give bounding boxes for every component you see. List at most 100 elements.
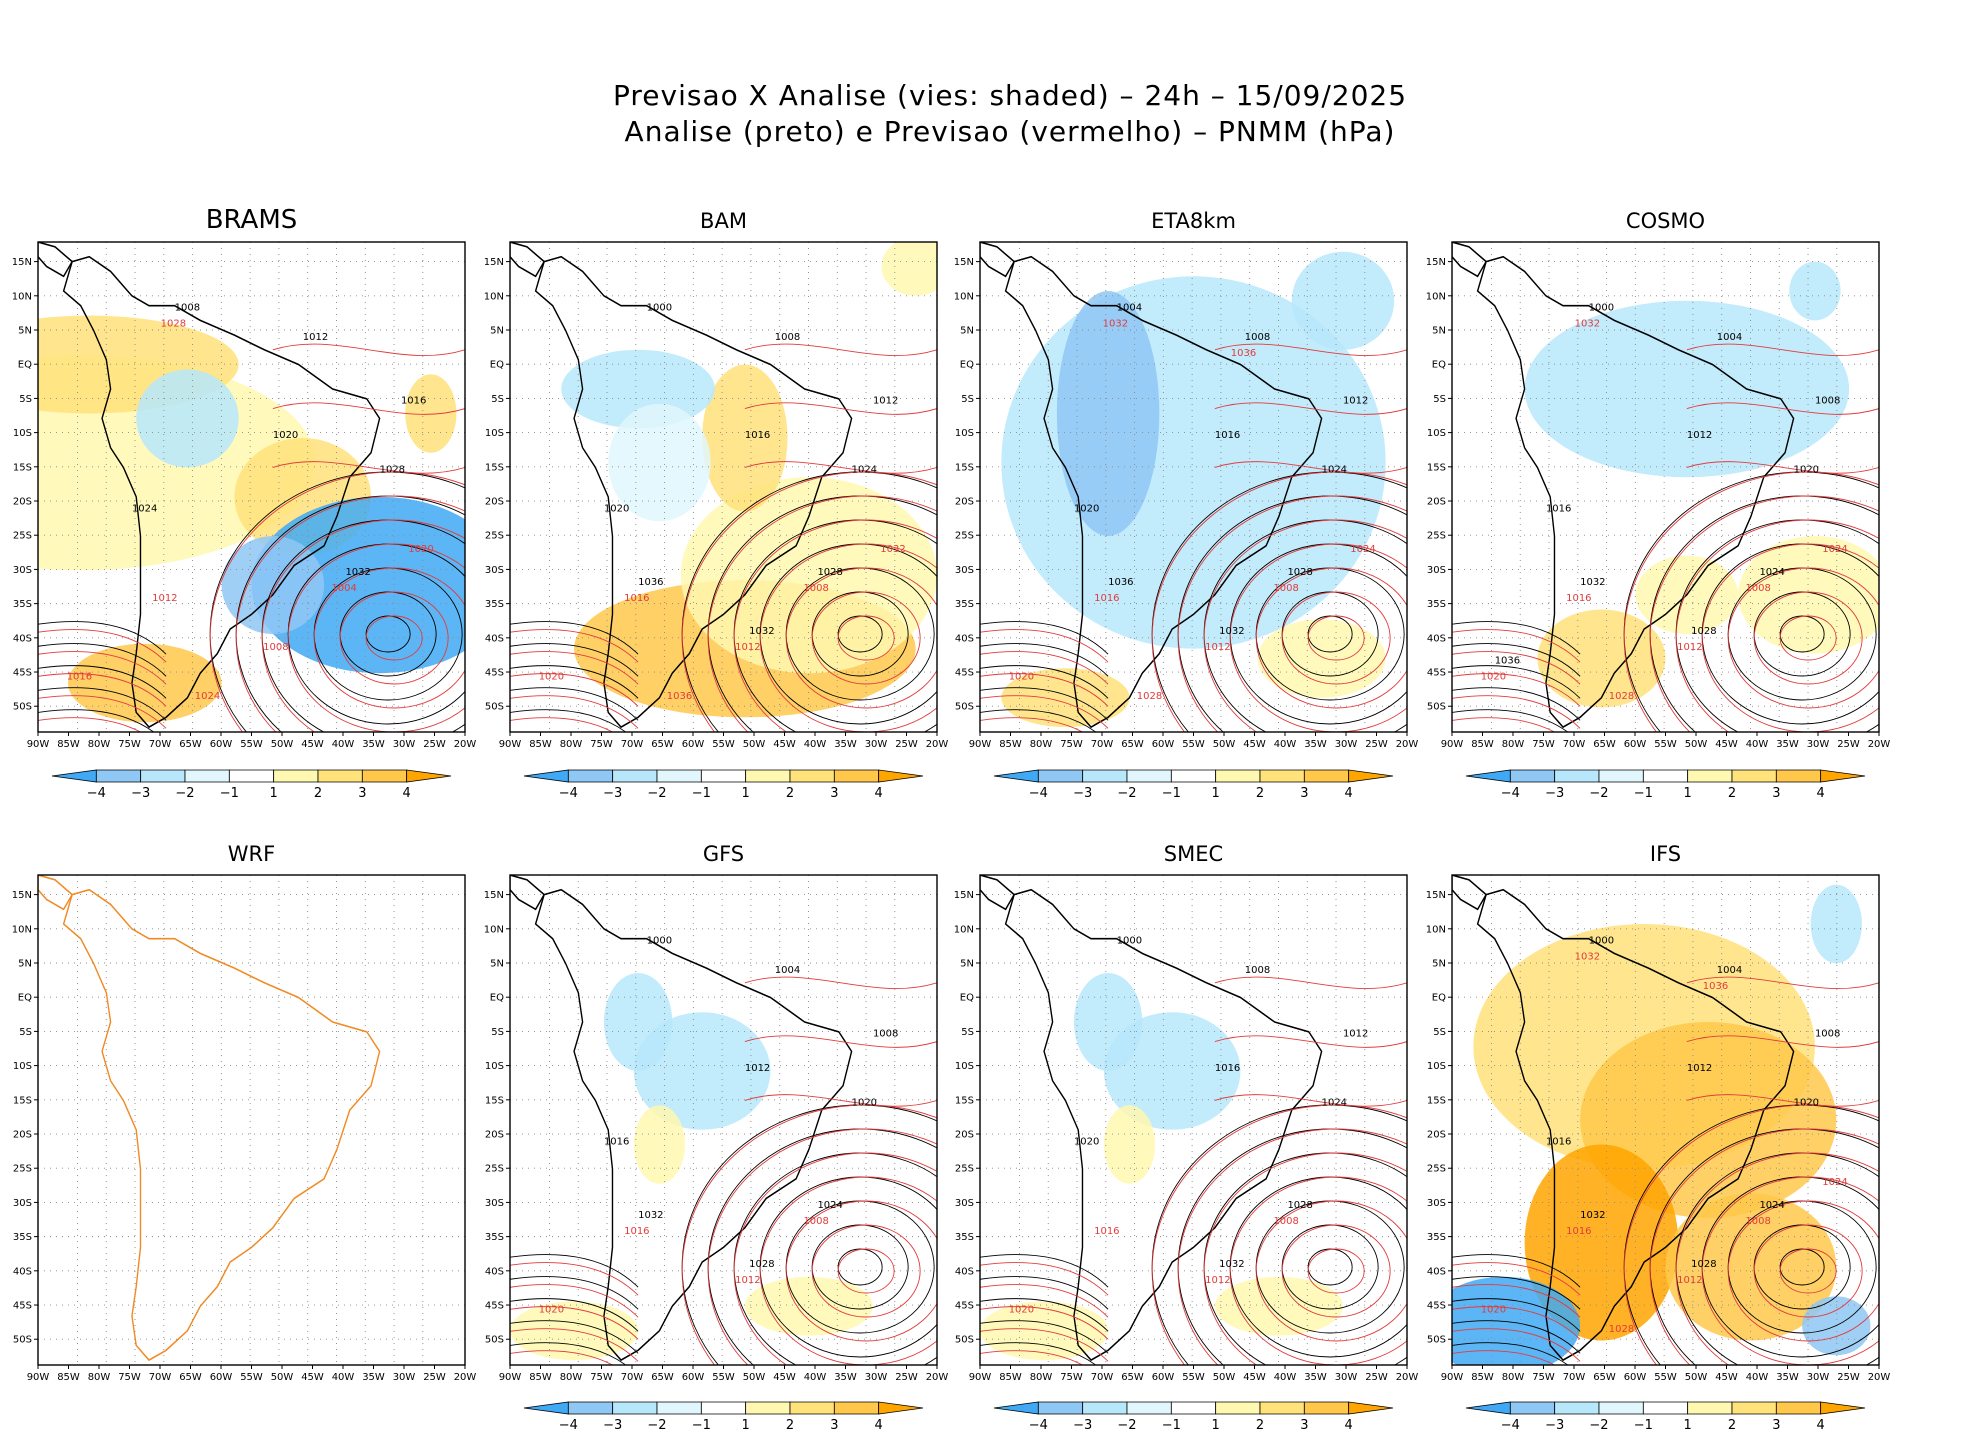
analysis-contour-label: 1008 — [175, 303, 200, 314]
y-tick-label: 15S — [955, 462, 974, 473]
forecast-contour-label: 1020 — [539, 1304, 564, 1315]
analysis-contour-label: 1016 — [1546, 1137, 1571, 1148]
y-tick-label: 10S — [485, 428, 504, 439]
analysis-isobar — [980, 1320, 1109, 1354]
colorbar-segment — [1082, 769, 1128, 783]
x-tick-label: 65W — [1121, 739, 1144, 750]
forecast-contour-label: 1012 — [735, 642, 760, 653]
x-tick-label: 55W — [1654, 739, 1677, 750]
y-tick-label: 35S — [485, 599, 504, 610]
y-tick-label: 50S — [13, 1335, 32, 1346]
analysis-contour-label: 1008 — [1815, 1029, 1840, 1040]
forecast-isobar — [510, 1262, 639, 1296]
x-tick-label: 60W — [210, 739, 233, 750]
colorbar-label: −2 — [1589, 786, 1608, 801]
y-tick-label: 10S — [1427, 428, 1446, 439]
analysis-contour-label: 1032 — [1219, 1259, 1244, 1270]
forecast-isobar — [1675, 519, 1879, 732]
forecast-isobar — [1151, 1104, 1407, 1365]
colorbar-segment — [184, 769, 230, 783]
colorbar-label: −3 — [1545, 1418, 1564, 1433]
colorbar-label: 4 — [1345, 1418, 1353, 1433]
forecast-contour-label: 1028 — [1609, 1324, 1634, 1335]
y-tick-label: 35S — [13, 1232, 32, 1243]
colorbar-segment — [523, 769, 569, 783]
colorbar-label: −4 — [559, 786, 578, 801]
forecast-isobar — [313, 567, 465, 709]
forecast-contour-label: 1008 — [803, 583, 828, 594]
analysis-contour-label: 1024 — [1759, 567, 1784, 578]
colorbar: −4 −3 −2 −1 1 2 3 4 — [523, 769, 924, 801]
colorbar-label: 4 — [1817, 1418, 1825, 1433]
lat-lon-grid — [1452, 875, 1879, 1365]
x-tick-label: 20W — [1868, 739, 1891, 750]
y-tick-label: 5N — [1432, 959, 1446, 970]
forecast-isobar — [1203, 519, 1407, 732]
forecast-isobar — [1229, 1176, 1407, 1365]
forecast-isobar — [510, 673, 639, 707]
y-tick-label: 30S — [1427, 1198, 1446, 1209]
colorbar-label: −3 — [1073, 786, 1092, 801]
colorbar-segment — [1037, 769, 1084, 783]
y-tick-label: 40S — [955, 633, 974, 644]
colorbar-segment — [95, 769, 142, 783]
y-tick-label: 10N — [484, 924, 504, 935]
forecast-isobar — [1623, 471, 1879, 732]
x-tick-label: 45W — [1715, 739, 1738, 750]
y-tick-label: 10S — [955, 1061, 974, 1072]
y-tick-label: 30S — [955, 565, 974, 576]
forecast-isobar — [980, 1284, 1109, 1318]
x-tick-label: 60W — [1152, 739, 1175, 750]
x-tick-label: 55W — [240, 739, 263, 750]
y-tick-label: 10N — [484, 291, 504, 302]
x-tick-label: 35W — [834, 739, 857, 750]
x-tick-label: 45W — [1715, 1372, 1738, 1383]
analysis-contour-label: 1016 — [1546, 504, 1571, 515]
forecast-isobar — [980, 651, 1109, 685]
y-tick-label: 10S — [955, 428, 974, 439]
forecast-isobar — [980, 1350, 1084, 1365]
forecast-contour-label: 1016 — [624, 1226, 649, 1237]
forecast-isobar — [1649, 495, 1879, 732]
colorbar-segment — [1170, 769, 1217, 783]
analysis-contour-label: 1016 — [1215, 1063, 1240, 1074]
analysis-contour-label: 1020 — [1074, 504, 1099, 515]
colorbar-label: 1 — [1212, 786, 1220, 801]
figure-titles: Previsao X Analise (vies: shaded) – 24h … — [0, 78, 1964, 150]
y-tick-label: 50S — [485, 702, 504, 713]
y-tick-label: 35S — [485, 1232, 504, 1243]
panel-title: COSMO — [1626, 209, 1705, 233]
y-tick-label: EQ — [490, 360, 504, 371]
x-tick-label: 50W — [1213, 1372, 1236, 1383]
x-tick-label: 45W — [301, 739, 324, 750]
analysis-contour-label: 1028 — [380, 464, 405, 475]
bias-shading — [1810, 884, 1862, 964]
forecast-isobar — [980, 695, 1109, 729]
x-tick-label: 90W — [499, 1372, 522, 1383]
forecast-isobar — [209, 471, 465, 732]
x-tick-label: 35W — [1304, 739, 1327, 750]
analysis-contour-label: 1020 — [604, 504, 629, 515]
x-tick-label: 25W — [895, 739, 918, 750]
panel-ifs: IFS1000100410081012101610201024102810321… — [1426, 842, 1891, 1433]
panel-title: WRF — [228, 842, 275, 866]
colorbar-segment — [1259, 1401, 1305, 1415]
x-tick-label: 80W — [88, 1372, 111, 1383]
y-tick-label: 15S — [485, 1095, 504, 1106]
y-tick-label: 25S — [955, 531, 974, 542]
x-tick-label: 30W — [393, 739, 416, 750]
y-tick-label: 30S — [13, 1198, 32, 1209]
analysis-isobar — [510, 687, 639, 721]
y-tick-label: EQ — [960, 993, 974, 1004]
forecast-isobar — [1649, 1128, 1879, 1365]
y-tick-label: 45S — [1427, 1301, 1446, 1312]
colorbar-segment — [612, 769, 658, 783]
x-tick-label: 35W — [1776, 1372, 1799, 1383]
bias-shading — [1214, 1276, 1343, 1336]
x-tick-label: 65W — [651, 1372, 674, 1383]
y-tick-label: 15S — [1427, 462, 1446, 473]
colorbar-segment — [1215, 1401, 1261, 1415]
analysis-contour-label: 1000 — [1589, 936, 1614, 947]
forecast-contour-label: 1024 — [1822, 1177, 1847, 1188]
x-tick-label: 30W — [1807, 739, 1830, 750]
